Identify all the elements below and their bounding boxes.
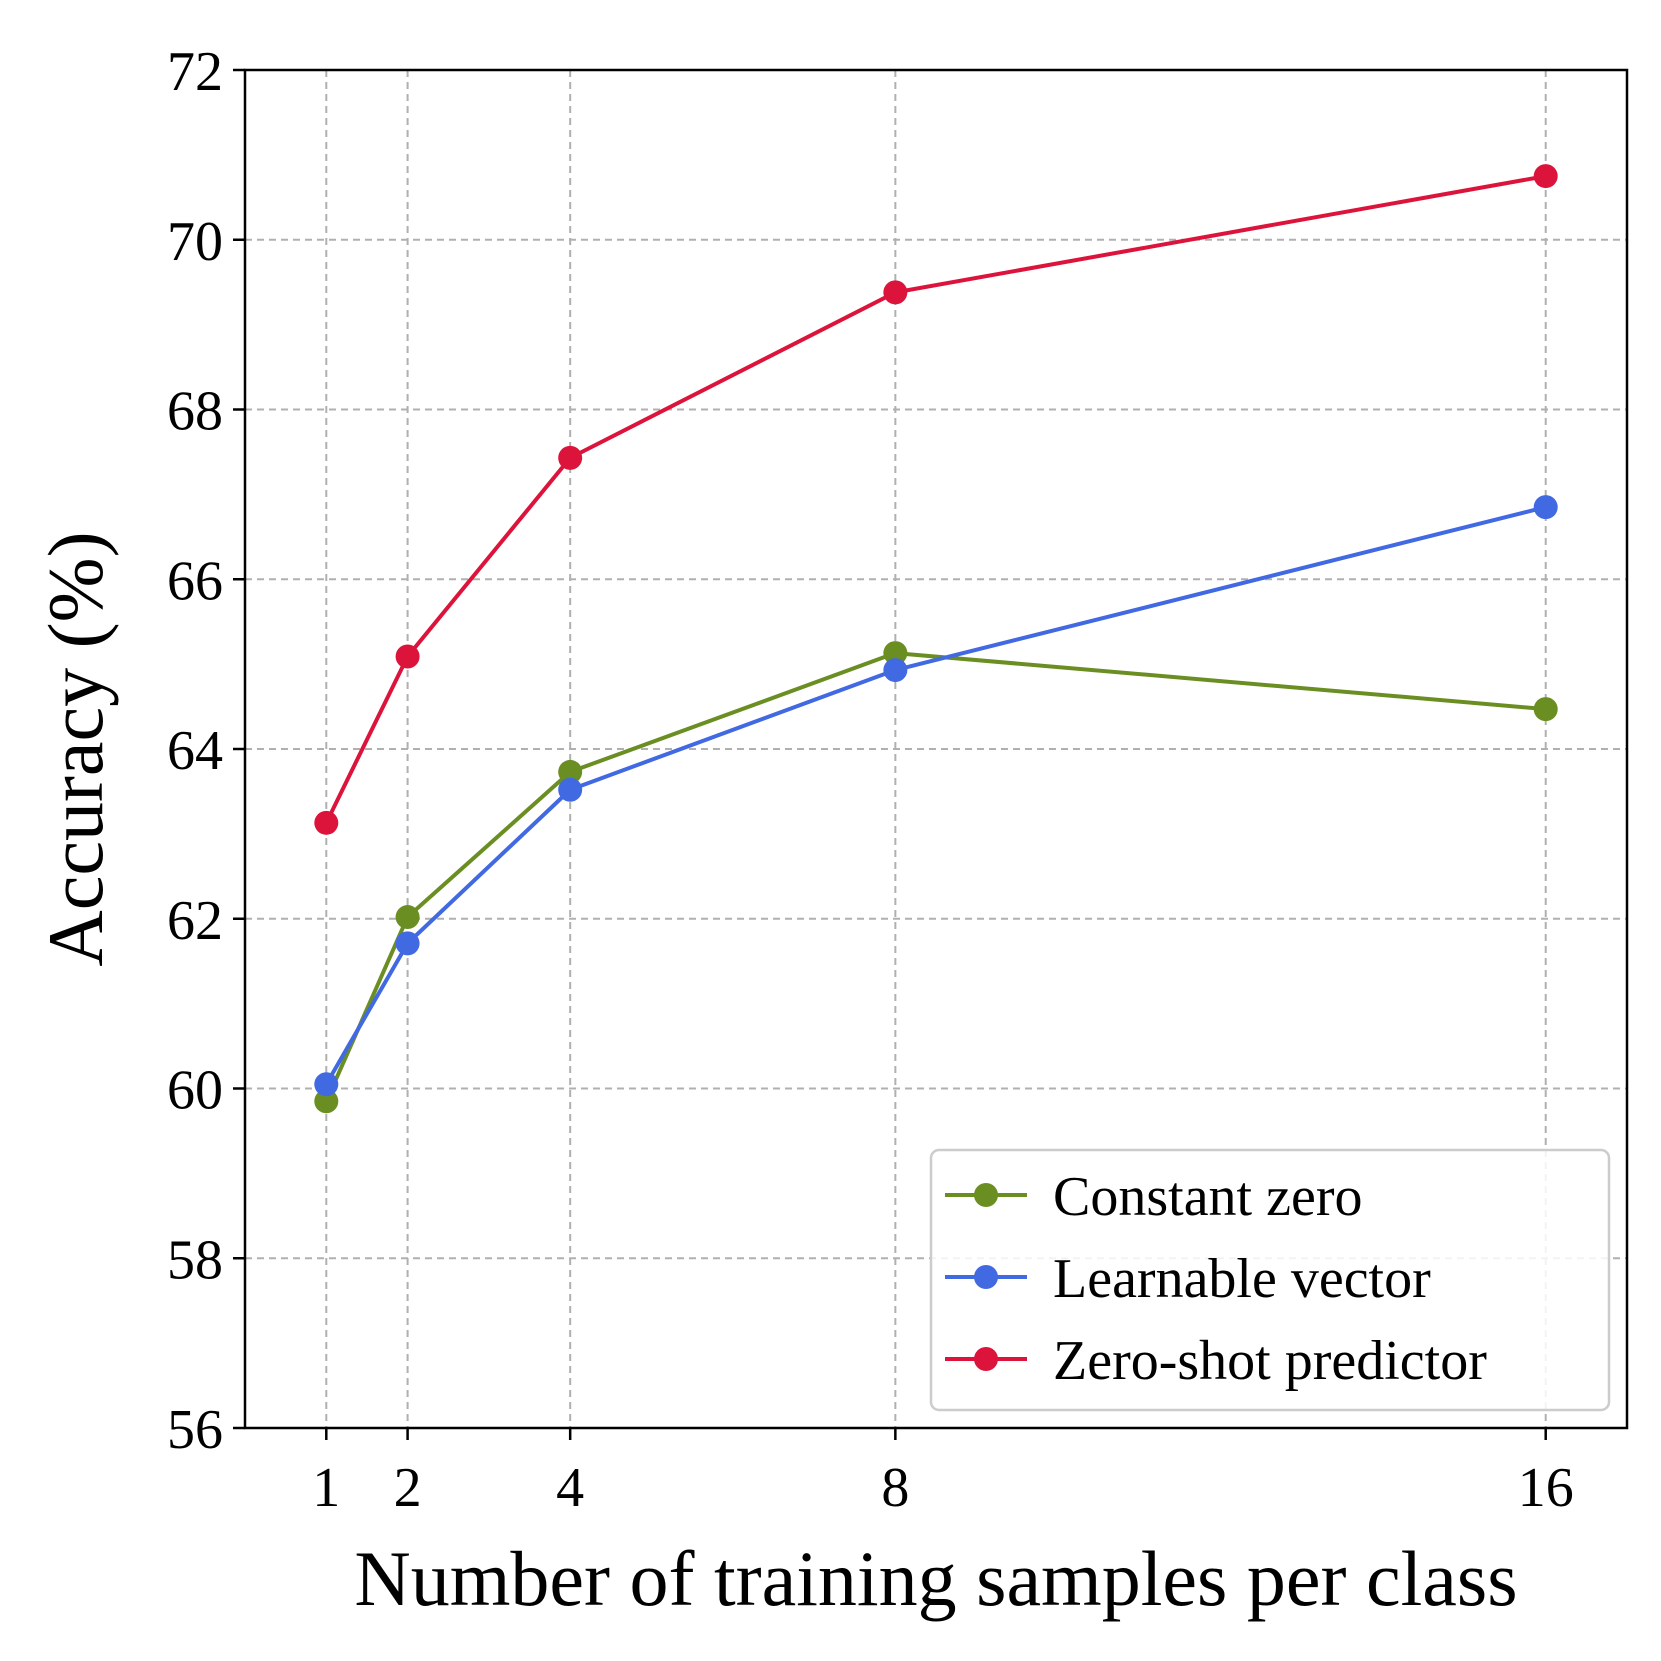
data-point-constant-zero: [395, 905, 420, 930]
data-point-zero-shot-predictor: [395, 644, 420, 669]
x-tick-label: 16: [1518, 1457, 1574, 1519]
x-tick-label: 2: [394, 1457, 422, 1519]
legend: Constant zero Learnable vector Zero-shot p…: [929, 1148, 1611, 1412]
legend-item: Zero-shot predictor: [945, 1330, 1487, 1392]
y-tick-label: 64: [167, 720, 223, 782]
series-constant-zero: [314, 641, 1558, 1114]
series-zero-shot-predictor: [314, 164, 1558, 835]
x-tick-label: 8: [881, 1457, 909, 1519]
legend-swatch-marker: [974, 1183, 998, 1207]
series-line-zero-shot-predictor: [324, 174, 1547, 824]
y-tick-label: 72: [167, 41, 223, 103]
data-point-constant-zero: [1533, 697, 1558, 722]
data-point-zero-shot-predictor: [883, 280, 908, 305]
y-tick-label: 68: [167, 381, 223, 443]
data-point-zero-shot-predictor: [1533, 164, 1558, 189]
data-point-zero-shot-predictor: [558, 445, 583, 470]
data-point-constant-zero: [558, 759, 583, 784]
series-line-constant-zero: [324, 651, 1546, 1103]
y-axis-label: Accuracy (%): [32, 531, 119, 966]
series-line-learnable-vector: [324, 505, 1547, 1086]
data-point-learnable-vector: [1533, 495, 1558, 520]
data-point-learnable-vector: [395, 931, 420, 956]
y-tick-label: 70: [167, 211, 223, 273]
data-point-learnable-vector: [558, 777, 583, 802]
y-tick-label: 60: [167, 1060, 223, 1122]
legend-swatch-marker: [974, 1265, 998, 1289]
y-tick-label: 58: [167, 1229, 223, 1291]
y-tick-label: 62: [167, 890, 223, 952]
x-tick-label: 4: [556, 1457, 584, 1519]
legend-label: Zero-shot predictor: [1053, 1330, 1487, 1392]
series-layer: [314, 164, 1558, 1114]
series-learnable-vector: [314, 495, 1558, 1097]
data-point-learnable-vector: [883, 658, 908, 683]
data-point-zero-shot-predictor: [314, 810, 339, 835]
legend-item: Constant zero: [945, 1166, 1362, 1228]
y-tick-label: 56: [167, 1399, 223, 1461]
legend-label: Constant zero: [1053, 1166, 1362, 1228]
legend-label: Learnable vector: [1053, 1248, 1431, 1310]
axis-ticks: 1 2 4 8 16 56 58 60 62 64 66 68 70 72: [167, 41, 1574, 1519]
data-point-constant-zero: [314, 1089, 339, 1114]
data-point-constant-zero: [883, 641, 908, 666]
legend-box: [929, 1148, 1611, 1412]
legend-swatch-marker: [974, 1347, 998, 1371]
x-tick-label: 1: [312, 1457, 340, 1519]
data-point-learnable-vector: [314, 1072, 339, 1097]
y-tick-label: 66: [167, 550, 223, 612]
x-axis-label: Number of training samples per class: [354, 1535, 1517, 1622]
legend-item: Learnable vector: [945, 1248, 1431, 1310]
